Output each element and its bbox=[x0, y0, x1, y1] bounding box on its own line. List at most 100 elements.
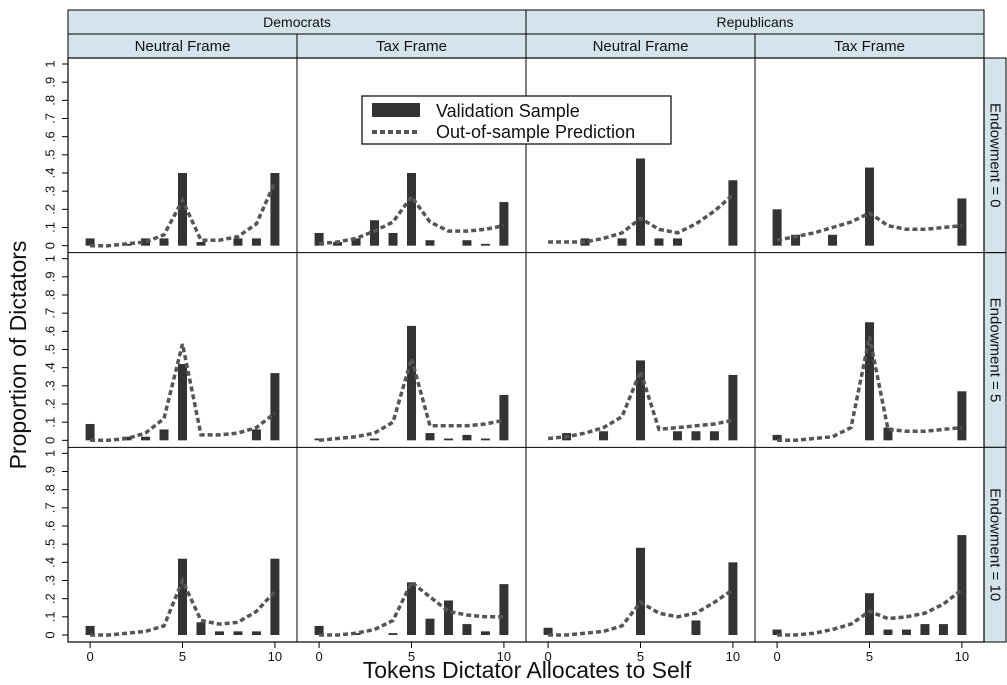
bar bbox=[425, 433, 435, 441]
bar bbox=[957, 391, 967, 441]
group-strip-label: Democrats bbox=[263, 14, 331, 30]
bar bbox=[178, 364, 187, 441]
panel-r1-c1 bbox=[297, 252, 526, 448]
panel-r2-c1 bbox=[297, 447, 526, 642]
x-tick-label: 5 bbox=[408, 649, 415, 664]
panel-r2-c2 bbox=[526, 447, 755, 642]
y-tick-label: .5 bbox=[43, 149, 58, 160]
facet-panels bbox=[68, 58, 984, 642]
panel-r0-c3 bbox=[755, 58, 984, 253]
prediction-line bbox=[318, 193, 505, 246]
bar bbox=[388, 633, 398, 635]
bar bbox=[270, 558, 280, 635]
column-strip bbox=[525, 33, 756, 59]
row-strip-label: Endowment = 0 bbox=[987, 103, 1004, 208]
y-tick-label: .3 bbox=[43, 575, 58, 586]
y-tick-label: .8 bbox=[43, 484, 58, 495]
bar bbox=[314, 232, 324, 246]
panel-r1-c0 bbox=[68, 252, 297, 448]
panel-r1-c3 bbox=[755, 252, 984, 448]
bar bbox=[251, 429, 261, 441]
panel-r2-c3 bbox=[755, 447, 984, 642]
bar bbox=[178, 173, 187, 246]
y-tick-label: .3 bbox=[43, 186, 58, 197]
prediction-line bbox=[90, 181, 277, 248]
bar bbox=[196, 622, 206, 635]
y-tick-label: .5 bbox=[43, 344, 58, 355]
bar bbox=[728, 374, 738, 441]
column-strip bbox=[754, 33, 985, 59]
bar bbox=[772, 629, 782, 635]
bar bbox=[691, 431, 701, 441]
row-strip-label: Endowment = 5 bbox=[987, 298, 1004, 403]
y-tick-label: 0 bbox=[43, 437, 58, 444]
bar bbox=[351, 238, 361, 246]
y-tick-label: .3 bbox=[43, 380, 58, 391]
y-tick-label: .9 bbox=[43, 466, 58, 477]
bar bbox=[251, 238, 261, 246]
bar bbox=[443, 600, 453, 635]
legend-entry-prediction: Out-of-sample Prediction bbox=[436, 122, 635, 142]
bar bbox=[920, 624, 930, 635]
bar bbox=[599, 431, 609, 441]
column-strip-label: Tax Frame bbox=[834, 38, 905, 55]
prediction-line bbox=[548, 193, 735, 244]
bar bbox=[407, 582, 416, 635]
bar bbox=[672, 238, 682, 246]
group-strip-label: Republicans bbox=[716, 14, 793, 30]
bar bbox=[425, 618, 435, 635]
group-strip bbox=[67, 9, 527, 35]
bar bbox=[691, 620, 701, 635]
bar bbox=[865, 593, 874, 635]
panel-r0-c0 bbox=[68, 58, 297, 253]
bar bbox=[728, 180, 738, 246]
y-tick-label: .6 bbox=[43, 326, 58, 337]
y-tick-label: .4 bbox=[43, 168, 58, 179]
y-tick-label: 1 bbox=[43, 255, 58, 262]
bar bbox=[636, 547, 645, 635]
y-tick-label: .7 bbox=[43, 308, 58, 319]
panel-r0-c2 bbox=[526, 58, 755, 253]
bar bbox=[480, 631, 490, 635]
bar bbox=[314, 625, 324, 635]
bar bbox=[233, 238, 243, 246]
bar bbox=[333, 242, 343, 246]
bar bbox=[85, 238, 95, 246]
bar bbox=[883, 629, 893, 635]
x-tick-label: 5 bbox=[179, 649, 186, 664]
column-strip-label: Tax Frame bbox=[376, 38, 447, 55]
bar bbox=[214, 631, 224, 635]
y-tick-label: .4 bbox=[43, 557, 58, 568]
x-tick-label: 10 bbox=[497, 649, 511, 664]
bar bbox=[636, 360, 645, 441]
prediction-line bbox=[548, 588, 734, 637]
bar bbox=[85, 625, 95, 635]
y-tick-label: .6 bbox=[43, 521, 58, 532]
bar bbox=[480, 438, 490, 441]
legend: Validation Sample Out-of-sample Predicti… bbox=[361, 95, 672, 145]
prediction-line bbox=[777, 336, 963, 443]
bar bbox=[370, 438, 380, 441]
y-tick-label: .9 bbox=[43, 77, 58, 88]
bar bbox=[543, 627, 553, 635]
bar bbox=[791, 234, 801, 246]
y-tick-label: .5 bbox=[43, 539, 58, 550]
bar bbox=[883, 427, 893, 441]
bar bbox=[407, 173, 416, 246]
bar bbox=[772, 209, 782, 246]
bar bbox=[407, 325, 416, 441]
y-axis-label: Proportion of Dictators bbox=[5, 241, 31, 470]
x-tick-label: 10 bbox=[726, 649, 740, 664]
y-tick-label: .7 bbox=[43, 113, 58, 124]
y-tick-label: .1 bbox=[43, 611, 58, 622]
y-tick-label: 1 bbox=[43, 450, 58, 457]
y-tick-label: .6 bbox=[43, 131, 58, 142]
prediction-line bbox=[777, 588, 963, 637]
x-tick-label: 5 bbox=[866, 649, 873, 664]
bar bbox=[957, 535, 967, 635]
bar bbox=[425, 240, 435, 246]
legend-entry-validation: Validation Sample bbox=[436, 101, 580, 121]
bar bbox=[159, 429, 169, 441]
x-tick-label: 0 bbox=[544, 649, 551, 664]
